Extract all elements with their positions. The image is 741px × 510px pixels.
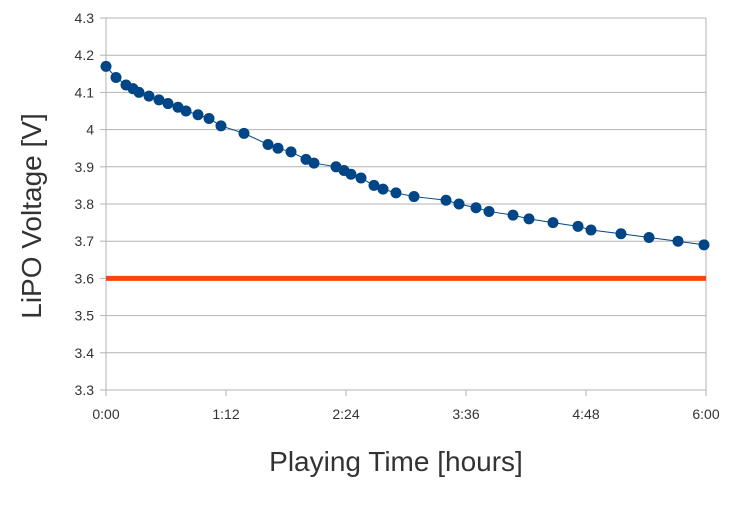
voltage-point xyxy=(345,168,357,180)
voltage-point xyxy=(547,217,559,229)
voltage-point xyxy=(615,228,627,240)
y-tick-label: 3.9 xyxy=(75,159,95,175)
voltage-point xyxy=(143,90,155,102)
voltage-point xyxy=(585,224,597,236)
voltage-point xyxy=(572,220,584,232)
x-tick-label: 0:00 xyxy=(92,406,119,422)
voltage-point xyxy=(470,202,482,214)
x-tick-label: 6:00 xyxy=(692,406,719,422)
voltage-point xyxy=(453,198,465,210)
voltage-point xyxy=(285,146,297,158)
gridlines xyxy=(106,17,706,391)
plot-series xyxy=(100,60,710,281)
voltage-point xyxy=(308,157,320,169)
x-tick-label: 4:48 xyxy=(572,406,599,422)
voltage-point xyxy=(377,183,389,195)
voltage-point xyxy=(368,179,380,191)
voltage-point xyxy=(643,231,655,243)
y-tick-label: 4.1 xyxy=(75,84,95,100)
y-tick-label: 4.3 xyxy=(75,10,95,26)
voltage-point xyxy=(355,172,367,184)
axes xyxy=(100,17,707,396)
voltage-point xyxy=(153,94,165,106)
y-tick-label: 4.2 xyxy=(75,47,95,63)
y-tick-label: 3.7 xyxy=(75,233,95,249)
voltage-point xyxy=(180,105,192,117)
y-tick-label: 3.4 xyxy=(75,345,95,361)
voltage-point xyxy=(523,213,535,225)
y-tick-label: 3.3 xyxy=(75,382,95,398)
voltage-point xyxy=(110,72,122,84)
y-axis-title: LiPO Voltage [V] xyxy=(16,113,47,318)
x-tick-label: 3:36 xyxy=(452,406,479,422)
voltage-point xyxy=(408,191,420,203)
y-tick-label: 3.5 xyxy=(75,308,95,324)
x-axis-title: Playing Time [hours] xyxy=(269,446,523,477)
voltage-point xyxy=(272,142,284,154)
voltage-point xyxy=(483,205,495,217)
voltage-point xyxy=(390,187,402,199)
voltage-point xyxy=(133,86,145,98)
x-tick-label: 2:24 xyxy=(332,406,359,422)
voltage-point xyxy=(672,235,684,247)
y-tick-label: 4 xyxy=(86,122,94,138)
tick-labels: 3.3 3.4 3.5 3.6 3.7 3.8 3.9 4 4.1 4.2 4.3 0:00 1:12 2… xyxy=(75,10,720,422)
voltage-point xyxy=(262,138,274,150)
y-tick-label: 3.8 xyxy=(75,196,95,212)
voltage-point xyxy=(698,239,710,251)
voltage-point xyxy=(162,98,174,110)
voltage-point xyxy=(440,194,452,206)
voltage-point xyxy=(203,112,215,124)
x-tick-label: 1:12 xyxy=(212,406,239,422)
voltage-point xyxy=(100,60,112,72)
voltage-point xyxy=(215,120,227,132)
voltage-point xyxy=(507,209,519,221)
voltage-point xyxy=(238,127,250,139)
y-tick-label: 3.6 xyxy=(75,270,95,286)
voltage-point xyxy=(192,109,204,121)
